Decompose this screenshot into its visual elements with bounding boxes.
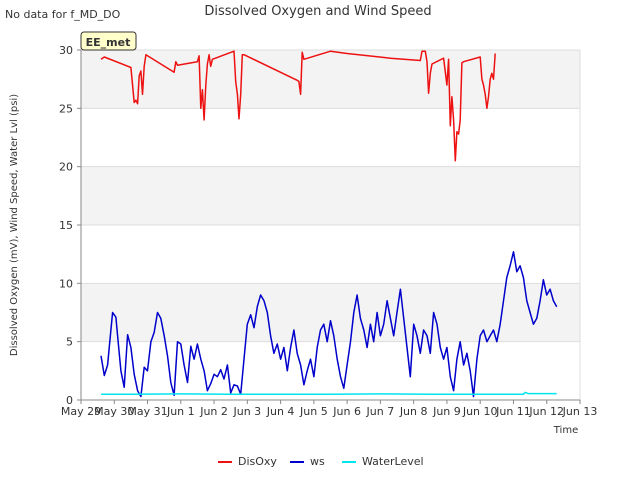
series-line-disoxy — [100, 50, 496, 162]
station-badge-label: EE_met — [86, 36, 131, 49]
station-badge-box — [80, 31, 137, 51]
plot-band-2 — [81, 225, 580, 284]
plot-background-bands — [81, 50, 580, 400]
y-tick-label-2: 10 — [59, 277, 73, 290]
y-tick-label-4: 20 — [59, 161, 73, 174]
y-tick-label-1: 5 — [66, 336, 73, 349]
chart-title: Dissolved Oxygen and Wind Speed — [204, 4, 431, 19]
x-tick-label-2: May 31 — [127, 405, 167, 418]
series-line-ws — [100, 251, 558, 398]
series-line-waterlevel — [101, 391, 557, 395]
y-axis: 0 5 10 15 20 25 30 — [59, 44, 82, 407]
legend-label-waterlevel: WaterLevel — [362, 455, 424, 468]
y-tick-label-0: 0 — [66, 394, 73, 407]
x-axis-label: Time — [553, 425, 578, 436]
x-tick-label-9: Jun 7 — [366, 405, 395, 418]
y-tick-label-3: 15 — [59, 219, 73, 232]
y-axis-label: Dissolved Oxygen (mV), Wind Speed, Water… — [9, 94, 20, 356]
chart-legend: DisOxy ws WaterLevel — [218, 455, 424, 468]
x-tick-label-12: Jun 10 — [462, 405, 498, 418]
x-tick-label-7: Jun 5 — [299, 405, 328, 418]
x-tick-label-10: Jun 8 — [399, 405, 428, 418]
plot-band-3 — [81, 166, 580, 225]
plot-band-5 — [81, 50, 580, 109]
x-tick-label-15: Jun 13 — [562, 405, 598, 418]
x-tick-label-0: May 29 — [61, 405, 101, 418]
x-tick-label-11: Jun 9 — [432, 405, 461, 418]
x-tick-label-13: Jun 11 — [495, 405, 531, 418]
no-data-note: No data for f_MD_DO — [5, 8, 121, 21]
x-tick-label-4: Jun 2 — [199, 405, 228, 418]
legend-label-disoxy: DisOxy — [238, 455, 277, 468]
station-badge: EE_met — [80, 31, 137, 51]
x-tick-label-6: Jun 4 — [266, 405, 295, 418]
plot-band-0 — [81, 341, 580, 400]
legend-label-ws: ws — [310, 455, 325, 468]
y-tick-label-5: 25 — [59, 102, 73, 115]
x-tick-label-8: Jun 6 — [332, 405, 361, 418]
plot-band-4 — [81, 108, 580, 167]
y-tick-label-6: 30 — [59, 44, 73, 57]
x-tick-label-14: Jun 12 — [528, 405, 564, 418]
x-tick-label-1: May 30 — [94, 405, 134, 418]
x-tick-label-3: Jun 1 — [166, 405, 195, 418]
x-tick-label-5: Jun 3 — [232, 405, 261, 418]
series-layer — [100, 50, 558, 398]
